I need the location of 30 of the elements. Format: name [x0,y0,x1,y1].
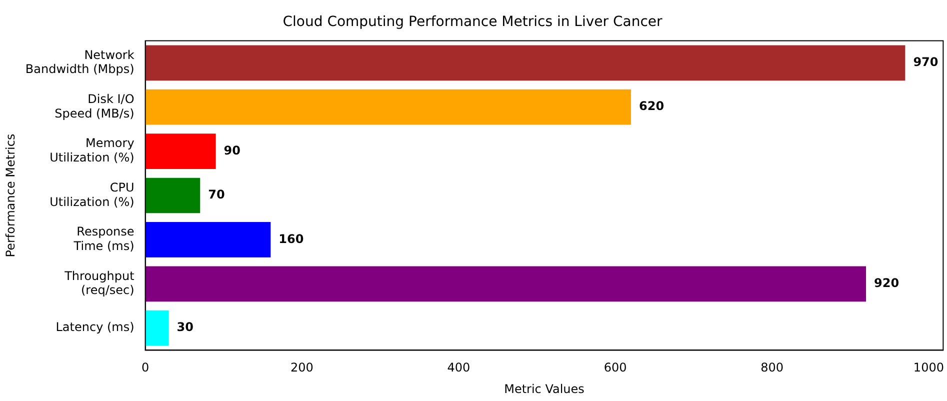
bar [145,178,200,214]
x-tick-label: 400 [447,360,470,375]
x-axis-title: Metric Values [504,382,584,396]
y-tick-label: Latency (ms) [56,320,134,334]
y-tick-label: CPU Utilization (%) [50,180,134,209]
y-tick-label: Throughput (req/sec) [64,268,135,298]
x-tick-label: 600 [604,360,627,375]
chart-title: Cloud Computing Performance Metrics in Liver Cancer [282,14,662,30]
x-tick-label: 800 [760,360,784,375]
bar [145,266,866,302]
bar [145,134,216,169]
data-label: 90 [224,143,241,158]
bar [145,89,632,125]
bar [145,222,271,258]
bar [145,310,169,346]
bar [145,45,906,81]
data-label: 160 [278,232,304,246]
data-label: 70 [208,188,225,202]
data-label: 920 [874,276,900,290]
y-tick-label: Response Time (ms) [72,224,134,254]
y-tick-label: Network Bandwidth (Mbps) [25,48,134,76]
y-tick-label: Disk I/O Speed (MB/s) [54,92,134,120]
x-tick-label: 1000 [913,360,944,375]
x-tick-label: 200 [290,360,314,375]
y-axis-title: Performance Metrics [3,134,18,258]
data-label: 970 [913,55,938,70]
y-tick-label: Memory Utilization (%) [50,136,134,165]
data-label: 30 [176,320,194,334]
data-label: 620 [639,99,664,114]
x-tick-label: 0 [141,360,150,375]
